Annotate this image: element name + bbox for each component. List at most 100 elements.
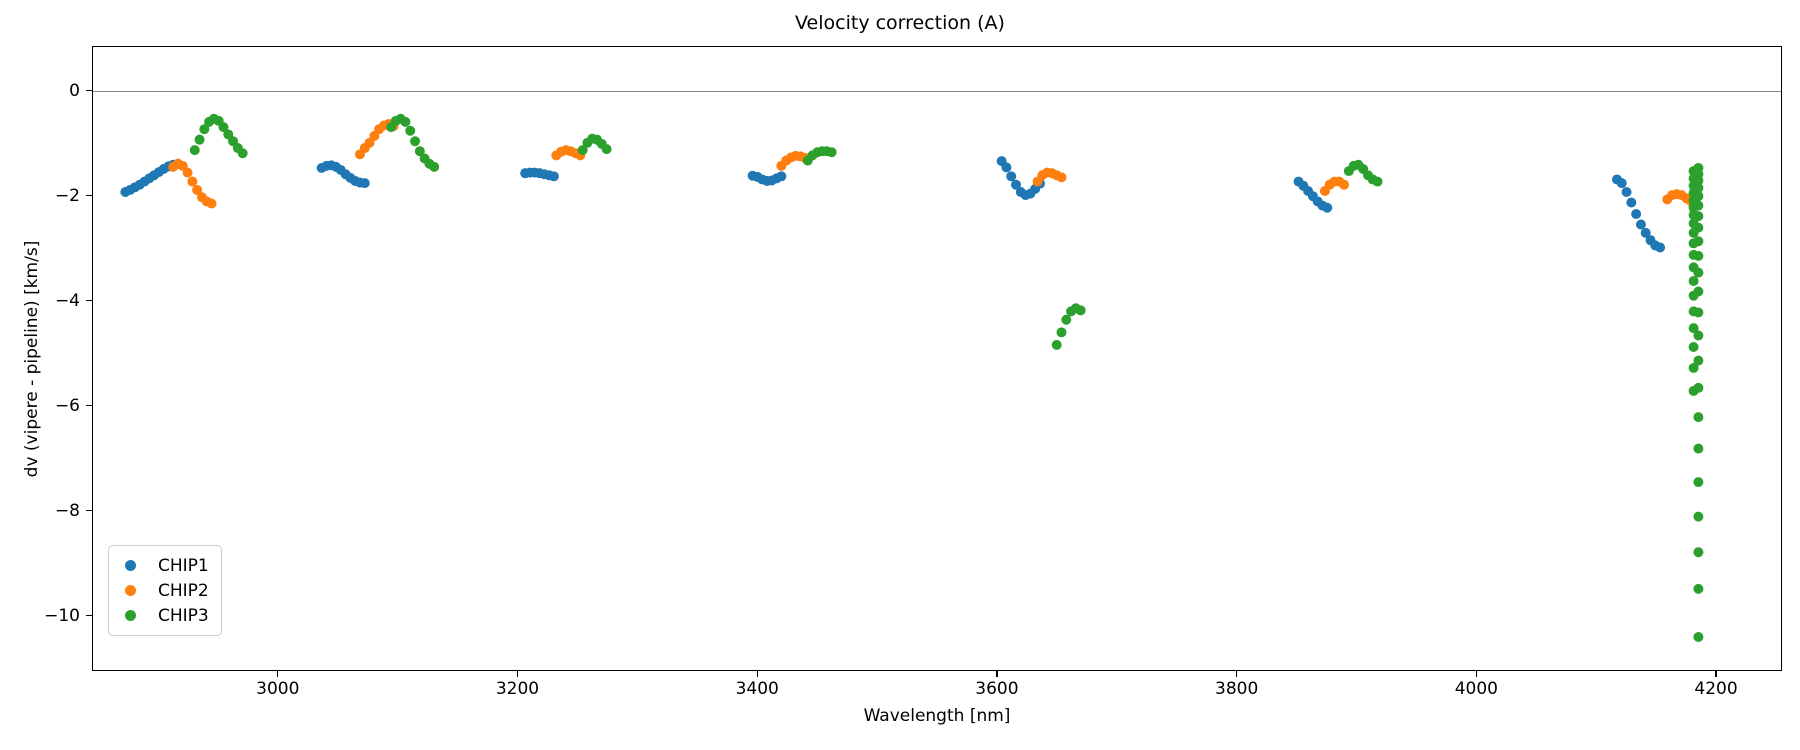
y-tick-mark — [86, 195, 92, 197]
data-point — [1693, 250, 1704, 261]
data-point — [1693, 477, 1704, 488]
data-point — [1693, 236, 1704, 247]
x-tick-label: 4000 — [1454, 679, 1498, 699]
data-point — [1631, 209, 1642, 219]
data-point — [1693, 191, 1704, 202]
data-point — [1688, 276, 1699, 287]
data-point — [1339, 179, 1350, 190]
data-point — [1693, 330, 1704, 341]
legend-item[interactable]: CHIP3 — [119, 603, 209, 628]
data-point — [1635, 219, 1646, 230]
data-point — [1693, 267, 1704, 278]
data-point — [1688, 323, 1699, 334]
legend-marker-chip3 — [125, 610, 136, 621]
data-point — [1056, 172, 1067, 183]
data-point — [237, 148, 248, 159]
data-point — [1693, 307, 1704, 318]
y-tick-label: −10 — [44, 605, 80, 626]
data-point — [1621, 187, 1632, 198]
data-point — [776, 171, 787, 182]
data-point — [187, 176, 198, 187]
data-point — [192, 184, 203, 195]
data-point — [601, 144, 612, 155]
data-point — [206, 198, 217, 209]
data-point — [1693, 222, 1704, 233]
data-point — [1688, 362, 1699, 373]
data-point — [1693, 211, 1704, 222]
data-point — [1693, 355, 1704, 366]
data-point — [182, 167, 193, 178]
series-chip3 — [189, 113, 1704, 643]
data-point — [1051, 339, 1062, 350]
data-point — [1372, 176, 1383, 187]
x-tick-mark — [516, 671, 519, 677]
y-tick-label: −4 — [54, 290, 80, 311]
data-point — [1011, 179, 1022, 190]
data-point — [194, 134, 205, 145]
legend-label-chip2: CHIP2 — [158, 580, 209, 601]
x-tick-mark — [756, 671, 758, 677]
x-tick-mark — [996, 671, 998, 677]
data-point — [1655, 242, 1666, 253]
data-point — [359, 178, 370, 189]
x-tick-label: 3200 — [495, 679, 540, 699]
y-tick-mark — [86, 615, 92, 617]
legend: CHIP1 CHIP2 CHIP3 — [108, 545, 222, 636]
legend-item[interactable]: CHIP2 — [119, 578, 209, 603]
data-point — [548, 171, 559, 182]
data-point — [1075, 305, 1086, 316]
data-point — [1616, 178, 1627, 189]
data-point — [1056, 327, 1067, 338]
data-point — [1693, 200, 1704, 211]
x-tick-label: 3800 — [1215, 679, 1259, 699]
y-tick-mark — [86, 510, 92, 512]
x-tick-mark — [1475, 671, 1477, 677]
data-point — [1693, 182, 1704, 193]
data-point — [1693, 382, 1704, 393]
data-point — [1061, 314, 1072, 325]
x-tick-label: 4200 — [1694, 679, 1738, 699]
x-tick-mark — [1715, 671, 1717, 677]
series-chip1 — [120, 156, 1666, 253]
y-tick-label: −6 — [54, 395, 80, 416]
legend-item[interactable]: CHIP1 — [119, 553, 209, 578]
data-point — [1626, 197, 1637, 208]
legend-label-chip3: CHIP3 — [158, 605, 209, 626]
data-point — [1693, 547, 1704, 558]
data-point — [414, 146, 425, 157]
x-tick-label: 3600 — [975, 679, 1019, 699]
data-point — [1693, 286, 1704, 297]
data-point — [189, 145, 200, 156]
data-point — [1693, 632, 1704, 643]
x-tick-label: 3400 — [735, 679, 779, 699]
data-point — [1006, 171, 1017, 182]
legend-marker-chip2 — [125, 585, 136, 596]
legend-marker-chip1 — [125, 560, 136, 571]
data-point — [400, 116, 411, 127]
data-point — [1001, 162, 1012, 173]
x-axis-label: Wavelength [nm] — [863, 706, 1011, 726]
y-tick-label: −8 — [54, 500, 80, 521]
y-tick-label: 0 — [69, 80, 80, 101]
data-point — [1640, 227, 1651, 238]
y-axis-label: dv (vipere - pipeline) [km/s] — [22, 240, 42, 477]
x-tick-mark — [277, 671, 279, 677]
y-tick-mark — [86, 300, 92, 302]
legend-label-chip1: CHIP1 — [158, 555, 209, 576]
y-tick-mark — [86, 405, 92, 407]
data-point — [577, 145, 588, 156]
data-point — [1693, 511, 1704, 522]
y-tick-mark — [86, 89, 92, 92]
x-tick-mark — [1235, 671, 1238, 677]
data-point — [1693, 583, 1704, 594]
data-point — [1688, 341, 1699, 352]
data-point — [199, 124, 210, 135]
data-point — [218, 122, 229, 133]
data-point — [1693, 412, 1704, 423]
series-chip2 — [168, 118, 1697, 209]
x-tick-label: 3000 — [256, 679, 300, 699]
data-point — [429, 161, 440, 172]
data-point — [1322, 202, 1333, 213]
page-title: Velocity correction (A) — [795, 12, 1005, 34]
